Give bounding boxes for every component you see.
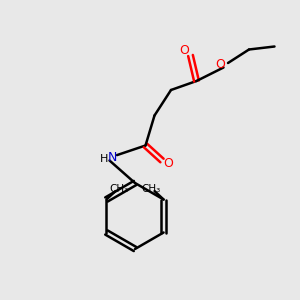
Text: N: N: [108, 151, 117, 164]
Text: CH₃: CH₃: [141, 184, 160, 194]
Text: CH₃: CH₃: [110, 184, 129, 194]
Text: O: O: [179, 44, 189, 57]
Text: O: O: [164, 157, 173, 170]
Text: O: O: [216, 58, 225, 71]
Text: H: H: [100, 154, 108, 164]
